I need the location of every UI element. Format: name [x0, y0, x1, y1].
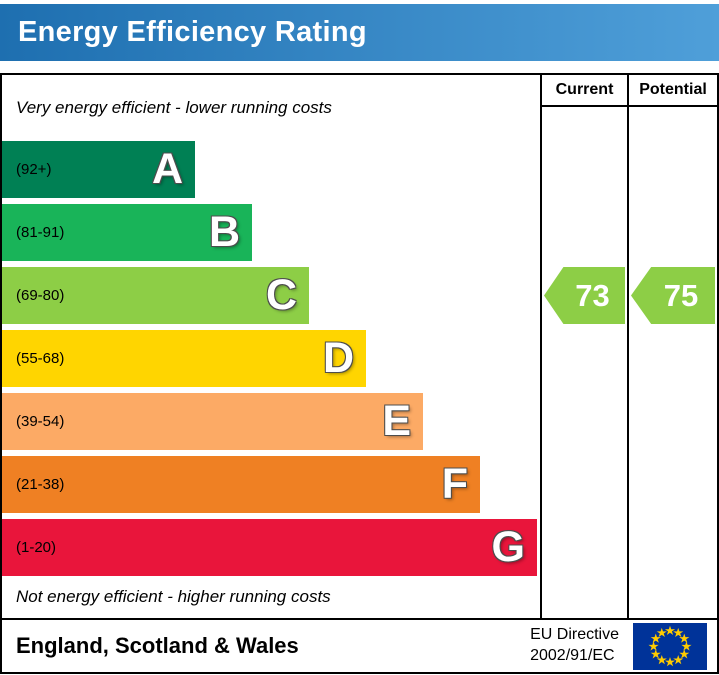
band-bar-c: (69-80) C [2, 267, 309, 324]
potential-column: Potential 75 [627, 75, 717, 618]
current-column: Current 73 [540, 75, 627, 618]
current-rating-arrow: 73 [544, 267, 625, 324]
top-note: Very energy efficient - lower running co… [16, 98, 332, 117]
rating-chart: Very energy efficient - lower running co… [0, 73, 719, 674]
region-label: England, Scotland & Wales [16, 633, 299, 658]
band-row-a: (92+) A [2, 141, 540, 198]
band-bar-b: (81-91) B [2, 204, 252, 261]
potential-column-body: 75 [629, 107, 717, 618]
band-bar-a: (92+) A [2, 141, 195, 198]
band-range: (69-80) [16, 287, 65, 304]
eu-directive-line1: EU Directive [530, 626, 619, 644]
band-range: (39-54) [16, 413, 65, 430]
band-letter: C [265, 271, 297, 319]
band-row-b: (81-91) B [2, 204, 540, 261]
band-row-e: (39-54) E [2, 393, 540, 450]
band-row-d: (55-68) D [2, 330, 540, 387]
eu-flag-icon [633, 622, 707, 670]
potential-header: Potential [629, 75, 717, 107]
band-range: (92+) [16, 161, 52, 178]
band-row-f: (21-38) F [2, 456, 540, 513]
band-letter: F [441, 460, 468, 508]
band-row-g: (1-20) G [2, 519, 540, 576]
chart-footer: England, Scotland & Wales EU Directive 2… [2, 618, 717, 672]
band-letter: G [491, 523, 525, 571]
band-row-c: (69-80) C [2, 267, 540, 324]
current-rating-value: 73 [575, 277, 610, 313]
eu-directive-line2: 2002/91/EC [530, 647, 615, 664]
current-header: Current [542, 75, 627, 107]
bars-area: Very energy efficient - lower running co… [2, 75, 540, 618]
band-bar-e: (39-54) E [2, 393, 423, 450]
title-bar: Energy Efficiency Rating [0, 4, 719, 61]
band-letter: B [208, 208, 240, 256]
band-range: (55-68) [16, 350, 65, 367]
potential-rating-arrow: 75 [631, 267, 715, 324]
eu-flag-stars [648, 625, 692, 666]
potential-rating-value: 75 [663, 277, 699, 313]
band-letter: E [382, 397, 411, 445]
band-bar-d: (55-68) D [2, 330, 366, 387]
eu-directive: EU Directive 2002/91/EC [530, 625, 619, 667]
current-column-body: 73 [542, 107, 627, 618]
page-title: Energy Efficiency Rating [18, 16, 367, 48]
band-bar-g: (1-20) G [2, 519, 537, 576]
band-range: (1-20) [16, 539, 57, 556]
band-range: (21-38) [16, 476, 65, 493]
band-letter: A [151, 145, 183, 193]
band-bar-f: (21-38) F [2, 456, 480, 513]
bottom-note: Not energy efficient - higher running co… [16, 587, 331, 606]
band-letter: D [322, 334, 354, 382]
chart-main: Very energy efficient - lower running co… [2, 75, 717, 618]
band-range: (81-91) [16, 224, 65, 241]
